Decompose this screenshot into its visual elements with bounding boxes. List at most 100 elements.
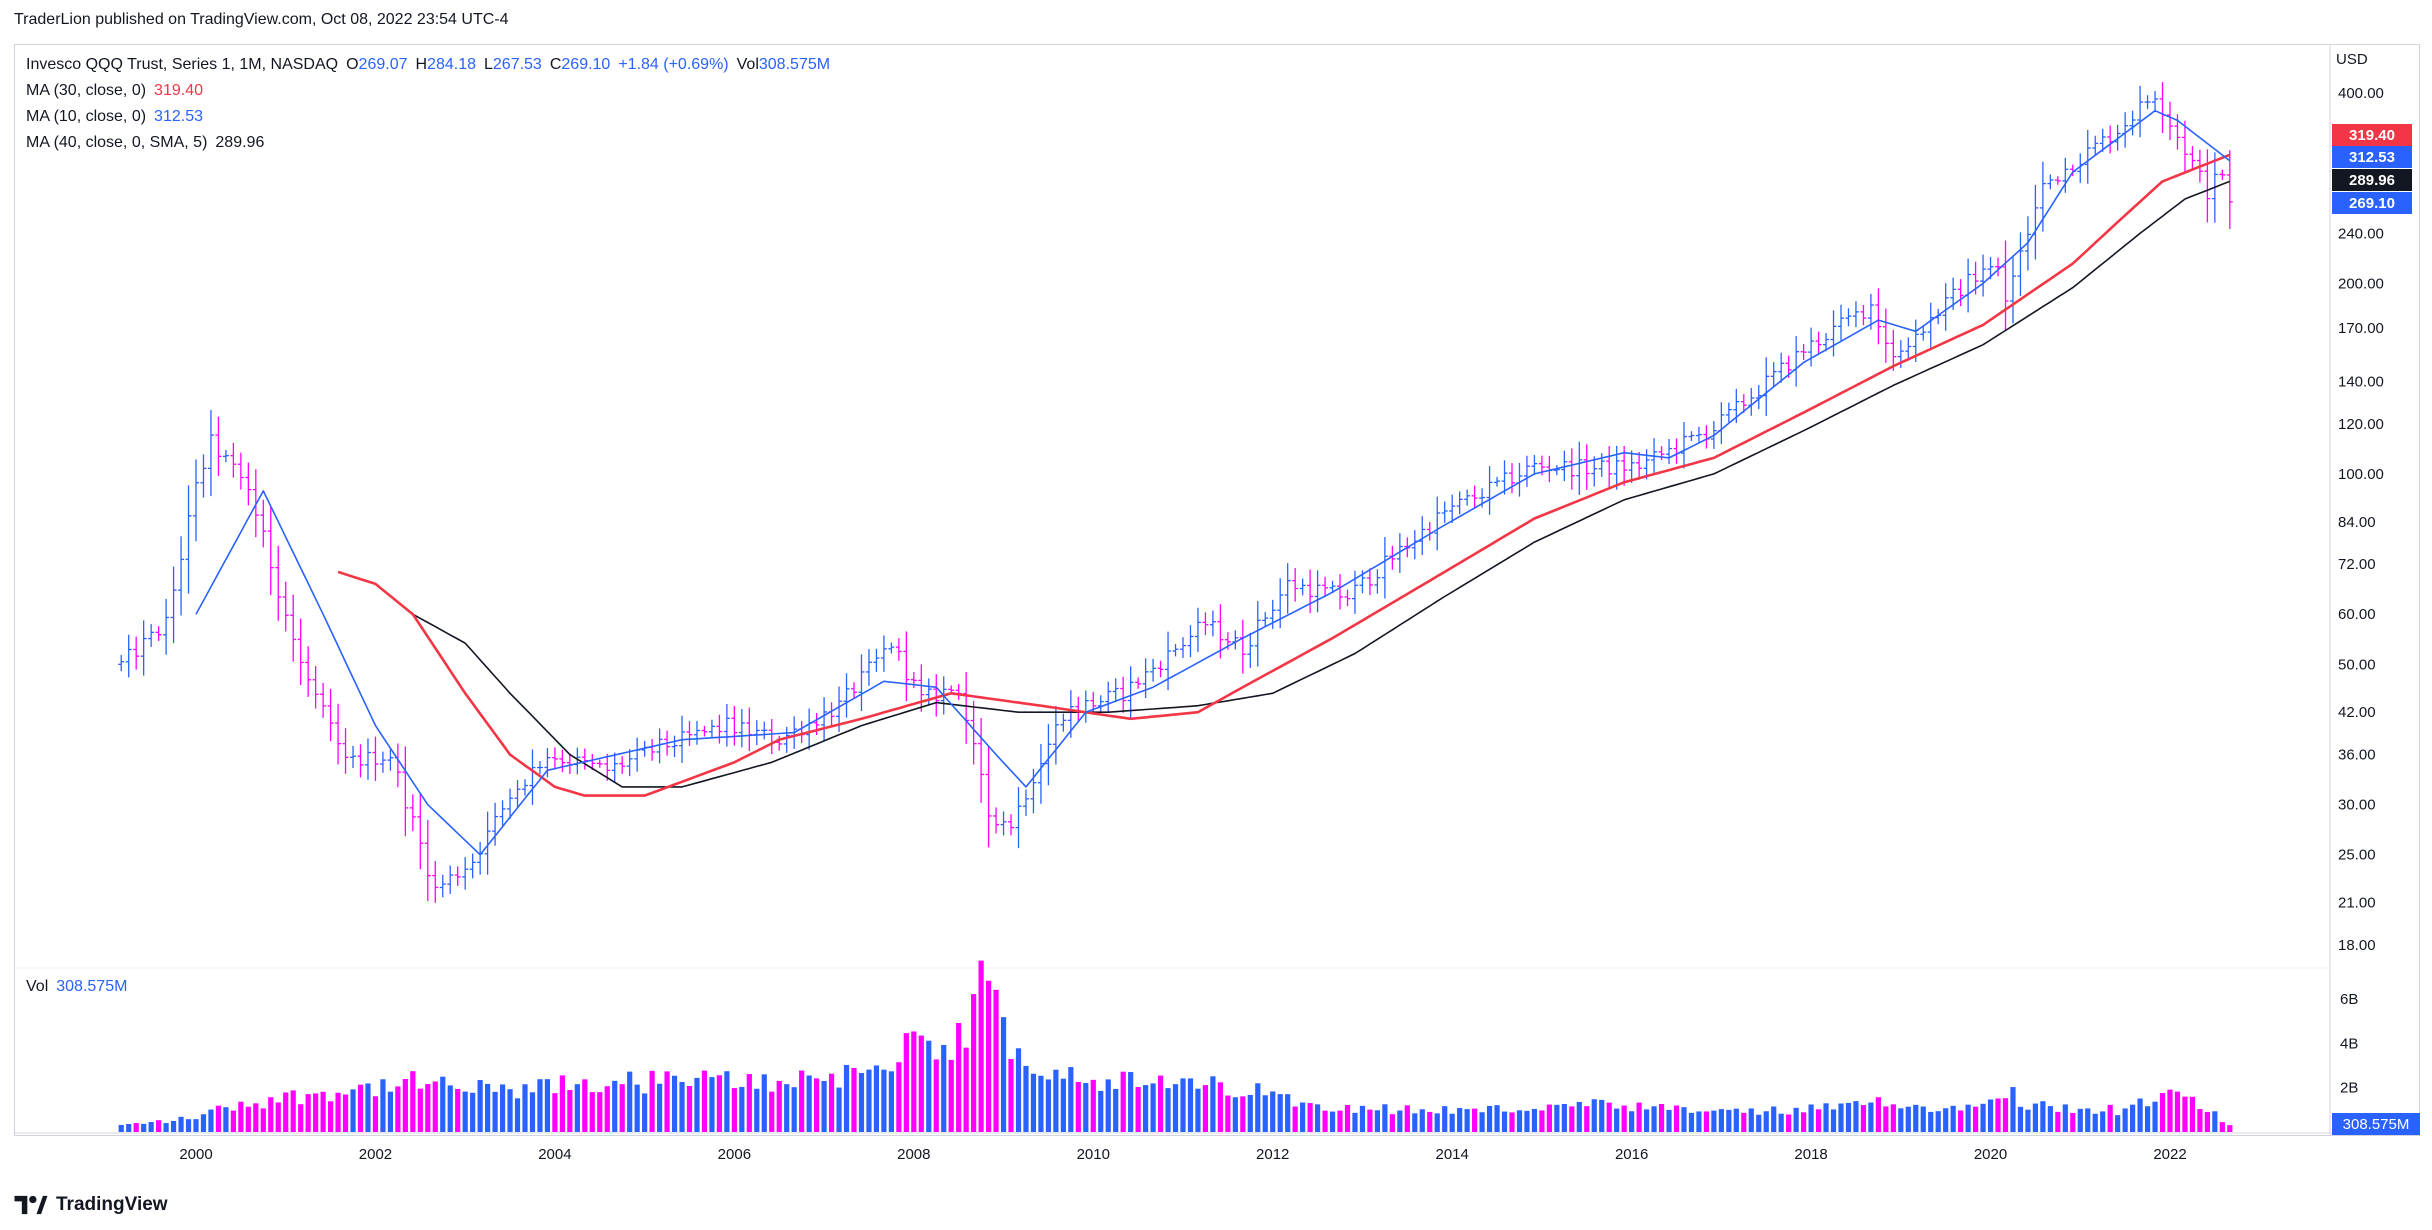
volume-bar <box>911 1031 917 1132</box>
ma10-line <box>195 109 2231 856</box>
ohlc-bar <box>858 654 865 712</box>
volume-bar <box>1606 1102 1612 1132</box>
volume-bar <box>858 1073 865 1132</box>
volume-bar <box>1255 1083 1261 1132</box>
volume-bar <box>477 1080 483 1132</box>
price-axis-tag-value: 319.40 <box>2349 127 2395 144</box>
ohlc-bar <box>469 853 476 879</box>
volume-bar <box>1554 1104 1560 1132</box>
volume-tick-label: 6B <box>2340 991 2358 1008</box>
volume-bar <box>1494 1105 1500 1132</box>
ohlc-bar <box>1486 466 1493 515</box>
volume-bar <box>1928 1111 1934 1132</box>
volume-bar <box>1098 1090 1104 1132</box>
volume-bar <box>1150 1083 1156 1132</box>
volume-bar <box>2152 1101 2158 1132</box>
ohlc-bar <box>746 707 753 751</box>
volume-bar <box>470 1092 476 1132</box>
volume-bar <box>582 1079 588 1132</box>
ohlc-bar <box>1112 678 1119 703</box>
volume-bar <box>1038 1075 1044 1132</box>
volume-bar <box>1427 1111 1433 1132</box>
price-axis-tag: 319.40 <box>2332 124 2412 146</box>
volume-bar <box>1262 1095 1268 1132</box>
volume-bar <box>1890 1104 1896 1132</box>
ohlc-bar <box>1209 610 1216 637</box>
chart-legend[interactable]: Invesco QQQ Trust, Series 1, 1M, NASDAQ O… <box>26 52 838 156</box>
ohlc-bar <box>1501 460 1508 495</box>
ohlc-bar <box>559 749 566 773</box>
volume-bar <box>1531 1108 1538 1132</box>
volume-bar <box>2159 1093 2166 1132</box>
ohlc-bar <box>895 638 902 661</box>
volume-bar <box>985 980 992 1132</box>
volume-bar <box>2085 1108 2091 1132</box>
volume-bar <box>1958 1110 1964 1132</box>
ohlc-bar <box>2032 184 2039 260</box>
volume-bar <box>2144 1106 2151 1132</box>
volume-bar <box>2002 1098 2009 1132</box>
time-tick-label: 2022 <box>2153 1146 2186 1163</box>
volume-bar <box>230 1110 236 1132</box>
tradingview-footer[interactable]: TradingView <box>14 1190 168 1220</box>
volume-bar <box>126 1123 132 1132</box>
ohlc-bar <box>1823 333 1830 352</box>
volume-bar <box>1823 1103 1829 1132</box>
ohlc-bar <box>245 462 252 506</box>
volume-bar <box>402 1079 408 1132</box>
ohlc-bar <box>1875 288 1882 345</box>
ohlc-bar <box>626 749 633 777</box>
ohlc-bar <box>1157 660 1164 678</box>
ohlc-bar <box>222 449 229 463</box>
volume-bar <box>1711 1110 1717 1132</box>
volume-bar <box>275 1102 281 1132</box>
ohlc-bar <box>783 726 790 753</box>
volume-bar <box>440 1076 446 1132</box>
ohlc-bar <box>507 788 514 819</box>
ohlc-bar <box>2054 176 2061 185</box>
volume-bar <box>1943 1108 1949 1132</box>
volume-bar <box>1786 1114 1792 1132</box>
volume-bar <box>1060 1078 1066 1132</box>
volume-bar <box>1726 1109 1732 1132</box>
volume-bar <box>1322 1110 1328 1132</box>
ohlc-bar <box>544 748 551 778</box>
ohlc-bar <box>1800 343 1807 361</box>
volume-bar <box>746 1074 752 1132</box>
ohlc-bar <box>477 841 484 875</box>
volume-bar <box>941 1044 947 1132</box>
volume-legend[interactable]: Vol 308.575M <box>26 978 127 996</box>
ohlc-bar <box>1494 476 1501 487</box>
ohlc-bar <box>708 719 715 739</box>
volume-bar <box>1083 1083 1089 1132</box>
ohlc-bar <box>1695 426 1702 444</box>
ohlc-bar <box>1920 325 1927 341</box>
volume-bar <box>2055 1111 2061 1132</box>
ohlc-bar <box>619 756 626 774</box>
ohlc-bar <box>581 748 588 770</box>
ohlc-bar <box>1426 521 1433 541</box>
legend-ma40-label: MA (40, close, 0, SMA, 5) <box>26 134 208 151</box>
ohlc-bar <box>155 626 162 641</box>
ohlc-bar <box>1187 625 1194 658</box>
ohlc-bar <box>955 684 962 700</box>
ohlc-bar <box>290 594 297 662</box>
price-tick-label: 18.00 <box>2338 937 2376 954</box>
volume-bar <box>851 1067 857 1132</box>
ohlc-bar <box>978 717 985 803</box>
legend-close-value: 269.10 <box>561 56 611 73</box>
ohlc-bar <box>1464 489 1471 506</box>
volume-bar <box>320 1091 326 1132</box>
volume-bar <box>1546 1104 1552 1132</box>
ohlc-bar <box>454 866 461 886</box>
price-tick-label: 170.00 <box>2338 320 2384 337</box>
ohlc-bar <box>327 688 334 742</box>
price-tick-label: 100.00 <box>2338 466 2384 483</box>
volume-bar <box>694 1077 700 1132</box>
volume-bar <box>1920 1106 1926 1132</box>
volume-bar <box>806 1075 812 1132</box>
volume-bar <box>238 1101 244 1132</box>
ohlc-bar <box>140 620 147 676</box>
ohlc-bar <box>1015 787 1022 849</box>
